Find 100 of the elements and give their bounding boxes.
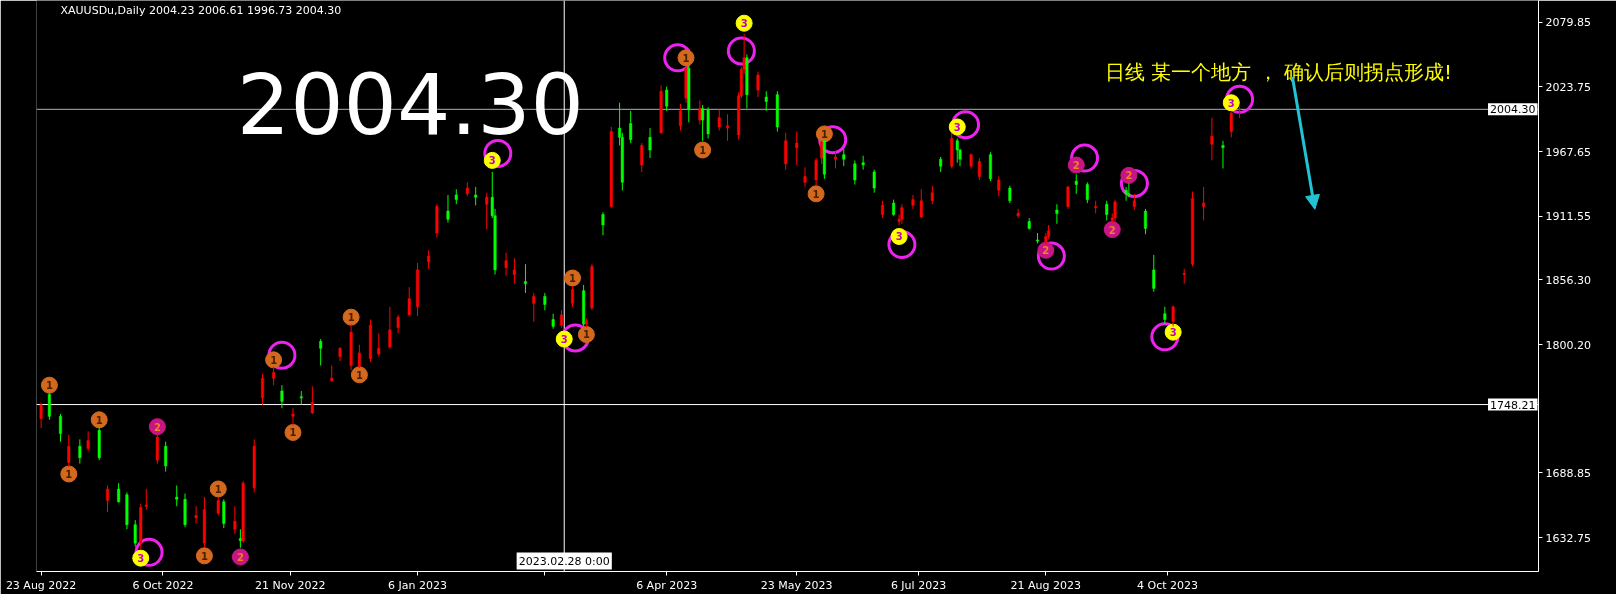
candlestick — [39, 401, 43, 429]
candlestick — [261, 373, 265, 406]
candlestick — [930, 185, 934, 205]
text: 1 — [582, 329, 590, 341]
candlestick — [919, 188, 923, 219]
text: 1 — [355, 369, 363, 381]
candlestick — [543, 292, 547, 311]
text: 1 — [289, 427, 297, 439]
y-tick-label: 1967.65 — [1545, 145, 1591, 159]
candlestick — [795, 131, 799, 166]
candlestick — [1152, 254, 1156, 293]
candlestick — [698, 99, 702, 126]
candlestick — [291, 407, 295, 427]
text: 2 — [1042, 245, 1050, 257]
candlestick — [47, 392, 51, 421]
x-tick-label: 23 Aug 2022 — [5, 578, 77, 592]
x-tick-label: 21 Aug 2023 — [1010, 578, 1082, 592]
candlestick — [280, 384, 284, 409]
candlestick — [78, 438, 82, 465]
y-tick-label: 1688.85 — [1545, 466, 1591, 480]
candlestick — [58, 413, 62, 443]
x-tick-label: 6 Jan 2023 — [388, 578, 448, 592]
text: 3 — [895, 231, 903, 243]
text: 3 — [1169, 327, 1177, 339]
candlestick — [1127, 182, 1131, 198]
y-tick-label: 1800.20 — [1545, 338, 1591, 352]
candlestick — [222, 498, 226, 529]
candlestick — [872, 169, 876, 194]
series-label: 2 — [1125, 170, 1133, 182]
candlestick — [1210, 117, 1214, 161]
ref-line-label: 2004.30 — [1490, 103, 1536, 117]
candlestick — [216, 496, 220, 516]
text: 1 — [95, 414, 103, 426]
candlestick — [955, 137, 959, 164]
y-tick-label: 2023.75 — [1545, 80, 1591, 94]
point — [1119, 168, 1149, 198]
candlestick — [1221, 140, 1225, 169]
x-tick-label: 21 Nov 2022 — [254, 578, 326, 592]
candlestick — [474, 186, 478, 206]
point — [134, 537, 164, 567]
annotation: 日线 某一个地方 ， 确认后则拐点形成! — [1104, 59, 1452, 84]
candlestick — [144, 488, 148, 511]
candlestick — [67, 434, 71, 468]
text: 1 — [820, 128, 828, 140]
candlestick — [601, 211, 605, 236]
candlestick — [407, 286, 411, 317]
text: 1 — [569, 272, 577, 284]
text: 3 — [560, 334, 568, 346]
candlestick — [1238, 106, 1242, 119]
candlestick — [648, 127, 652, 159]
candlestick — [388, 306, 392, 349]
candlestick — [272, 366, 276, 386]
text: 3 — [137, 553, 145, 565]
x-tick-label: 6 Jul 2023 — [890, 578, 947, 592]
x-tick-label: 23 May 2023 — [760, 578, 833, 592]
candlestick — [764, 90, 768, 112]
candlestick — [571, 285, 575, 308]
candlestick — [678, 103, 682, 131]
x-tick-label: 4 Oct 2023 — [1137, 578, 1199, 592]
candlestick — [396, 314, 400, 334]
text: 2 — [1072, 160, 1080, 172]
candlestick — [357, 344, 361, 369]
candlestick — [1124, 186, 1128, 202]
candlestick — [194, 505, 198, 525]
point — [1070, 143, 1100, 173]
candlestick — [155, 433, 159, 465]
candlestick — [717, 109, 721, 131]
text: 3 — [488, 155, 496, 167]
candlestick — [1202, 186, 1206, 221]
point — [951, 110, 981, 140]
candlestick — [133, 519, 137, 548]
y-tick-label: 1911.55 — [1545, 210, 1591, 224]
point — [726, 36, 756, 66]
series-label: 1 — [65, 468, 73, 480]
point — [887, 230, 917, 260]
candlestick — [446, 194, 450, 224]
candlestick — [310, 385, 314, 415]
candlestick — [997, 176, 1001, 197]
text: 2 — [153, 421, 161, 433]
text: 2 — [1108, 224, 1116, 236]
candlestick — [803, 166, 807, 188]
text: 1 — [270, 354, 278, 366]
candlestick — [756, 71, 760, 98]
ref-line-label: 1748.21 — [1490, 398, 1536, 412]
candlestick — [820, 140, 824, 165]
candlestick — [977, 157, 981, 181]
candlestick — [1074, 173, 1078, 195]
text: 1 — [45, 380, 53, 392]
text: 3 — [740, 18, 748, 30]
candlestick — [532, 292, 536, 323]
candlestick — [427, 249, 431, 270]
y-tick-label: 2079.85 — [1545, 16, 1591, 30]
text: 1 — [200, 550, 208, 562]
text: 1 — [812, 188, 820, 200]
candlestick — [164, 441, 168, 473]
candlestick — [629, 110, 633, 144]
candlestick — [504, 252, 508, 277]
candlestick — [784, 132, 788, 171]
point — [663, 43, 693, 73]
text: 2 — [236, 551, 244, 563]
